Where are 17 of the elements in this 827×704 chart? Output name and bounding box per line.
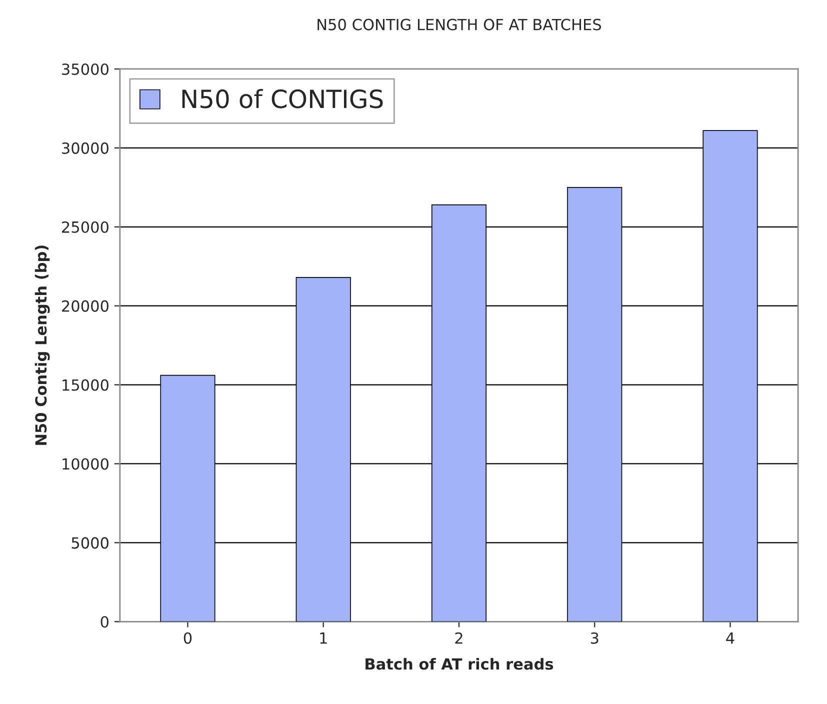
legend-label: N50 of CONTIGS (182, 88, 383, 108)
x-axis-title: Batch of AT rich reads (366, 658, 554, 670)
x-tick-label: 0 (184, 632, 192, 644)
chart-title: N50 CONTIG LENGTH OF AT BATCHES (318, 18, 602, 30)
x-tick-label: 2 (455, 632, 462, 644)
y-tick-label: 25000 (62, 221, 108, 233)
y-tick-label: 35000 (62, 63, 108, 76)
x-tick-label: 1 (320, 632, 327, 644)
y-tick-label: 30000 (62, 142, 108, 154)
y-tick-label: 20000 (62, 300, 108, 312)
x-tick-label: 4 (726, 632, 734, 644)
y-axis-title: N50 Contig Length (bp) (34, 246, 50, 445)
y-tick-label: 10000 (62, 458, 108, 470)
y-tick-label: 15000 (62, 379, 108, 391)
y-tick-label: 0 (100, 616, 108, 628)
x-tick-label: 3 (590, 632, 598, 644)
y-tick-label: 5000 (72, 537, 108, 549)
